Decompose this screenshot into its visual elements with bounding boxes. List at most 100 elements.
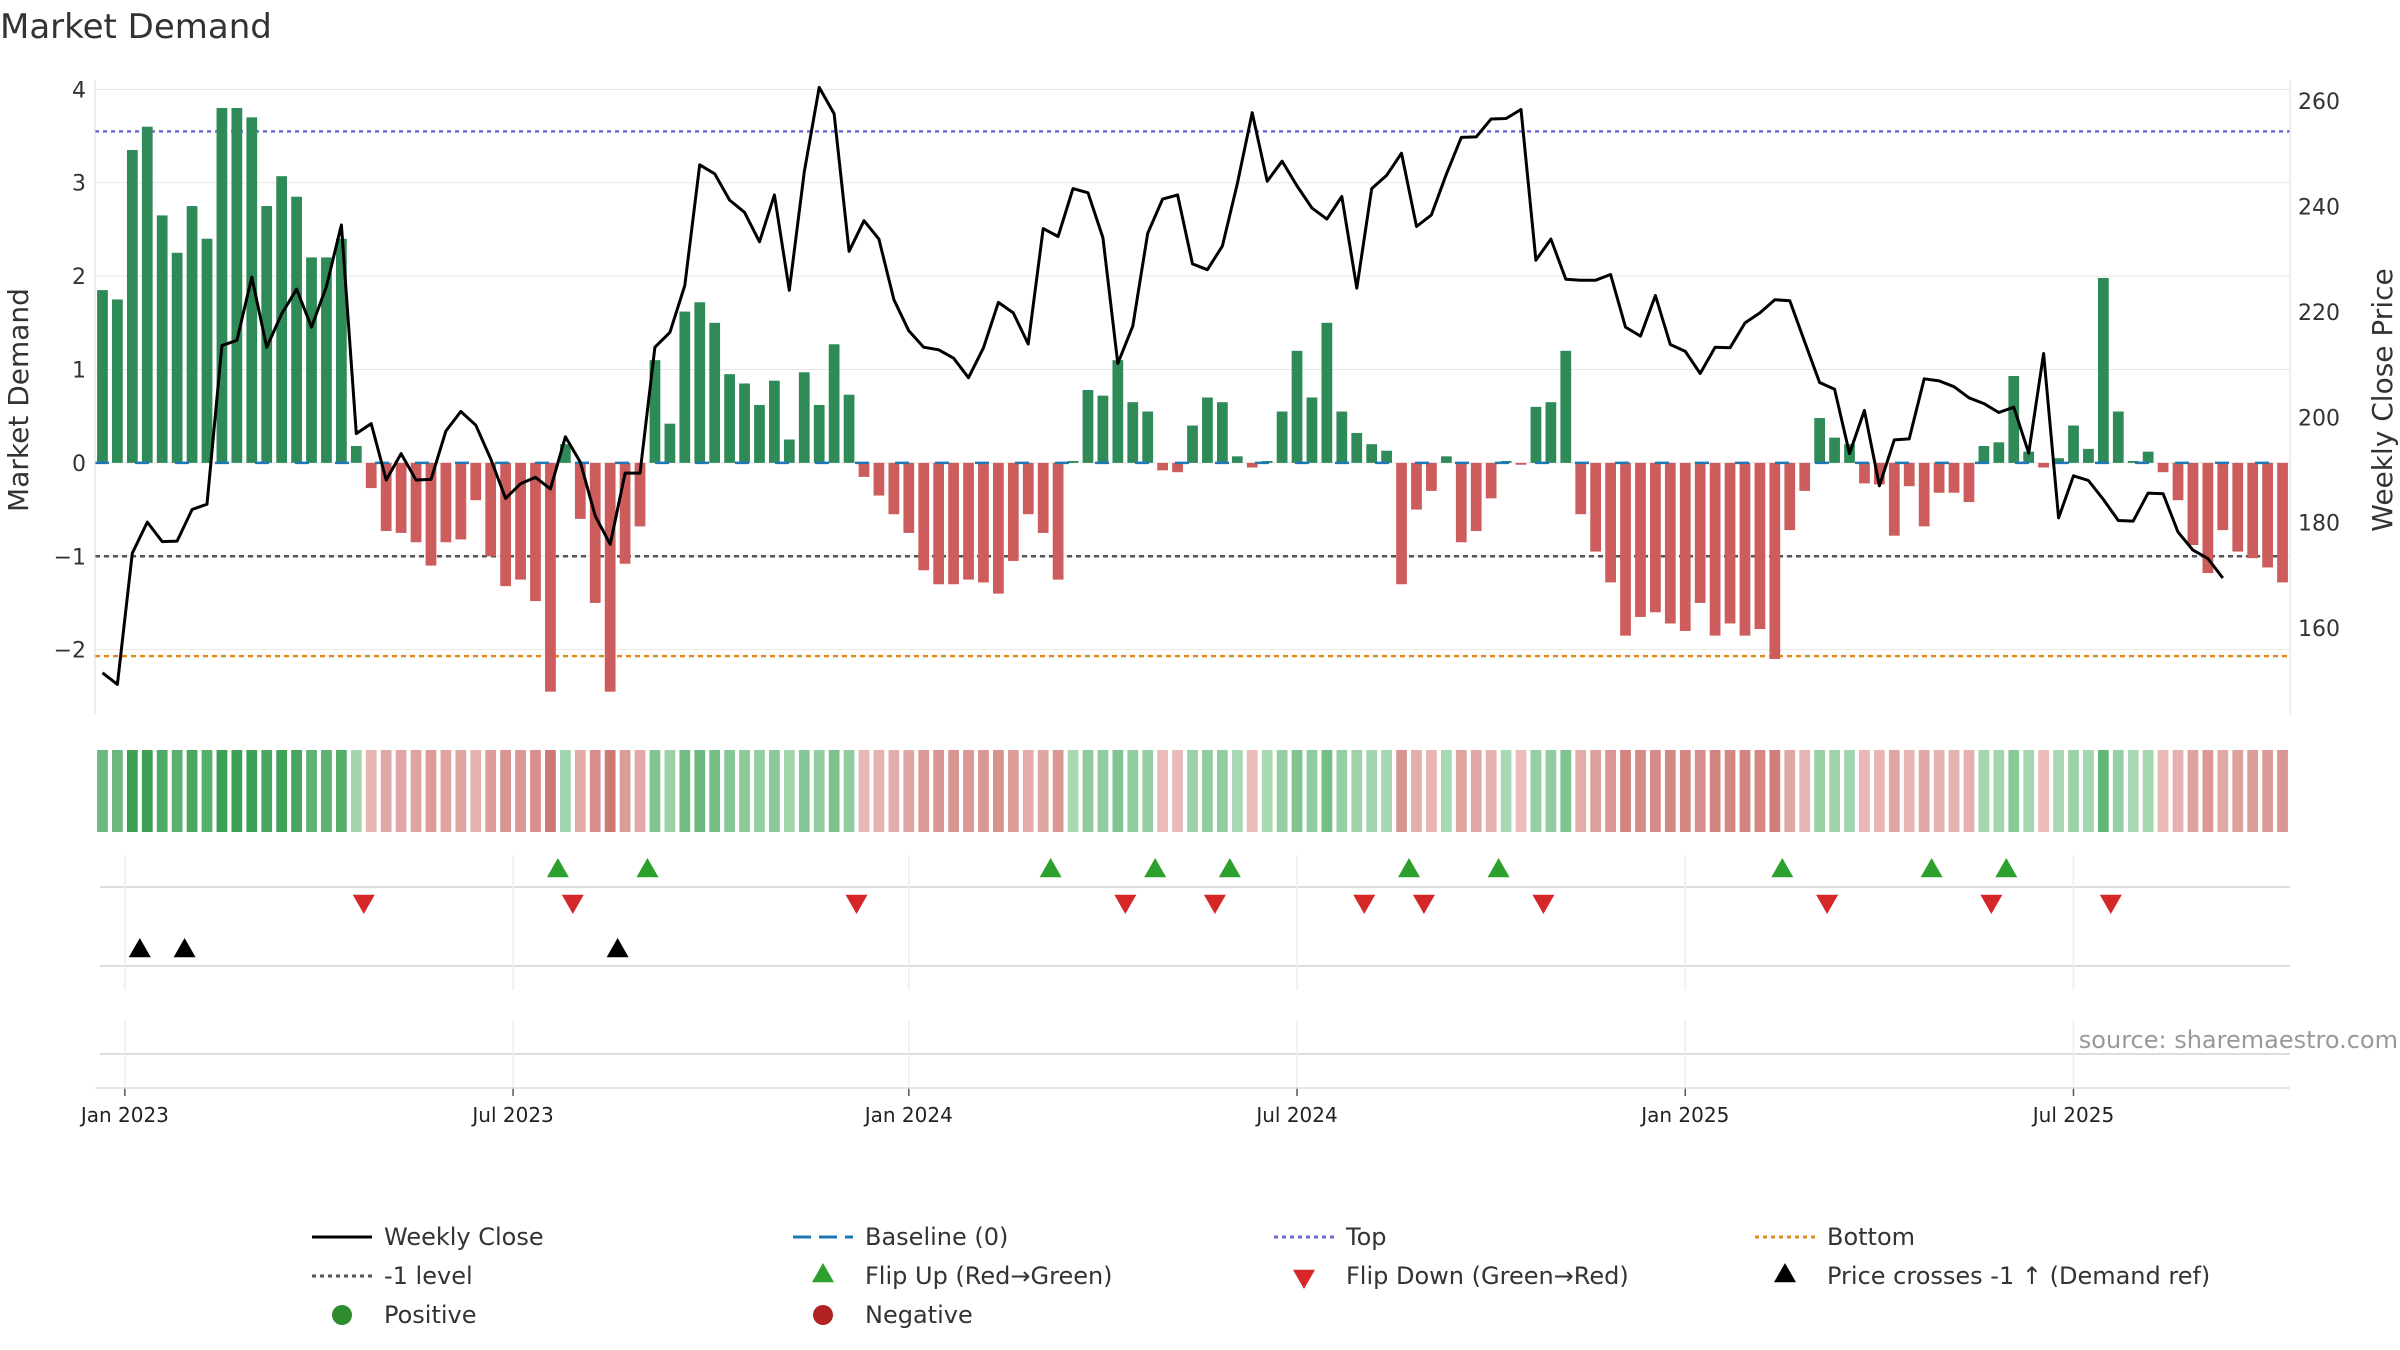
heat-cell <box>216 750 228 832</box>
heat-cell <box>321 750 332 832</box>
heat-cell <box>1829 750 1840 832</box>
heat-cell <box>963 750 974 832</box>
heat-cell <box>1291 750 1303 832</box>
flip-up-marker <box>1398 858 1421 878</box>
flip-up-marker <box>1218 858 1241 878</box>
demand-bar <box>1859 462 1870 484</box>
demand-bar <box>1590 462 1602 552</box>
demand-bar <box>769 380 780 463</box>
heat-cell <box>1709 750 1721 832</box>
heat-cell <box>231 750 243 832</box>
legend-item-bottom: Bottom <box>1755 1223 1915 1251</box>
heat-cell <box>604 750 616 832</box>
demand-bar <box>813 404 825 463</box>
heat-cell <box>350 750 362 832</box>
flip-down-marker <box>1532 894 1555 914</box>
heat-cell <box>276 750 288 832</box>
demand-bar <box>485 462 497 557</box>
demand-bar <box>500 462 512 587</box>
heat-cell <box>2038 750 2049 832</box>
heat-cell <box>2202 750 2214 832</box>
heat-cell <box>1605 750 1616 832</box>
demand-bar <box>1351 432 1363 463</box>
heat-cell <box>1052 750 1064 832</box>
heat-cell <box>485 750 497 832</box>
demand-bar <box>1306 397 1318 463</box>
demand-bar <box>1097 395 1109 463</box>
heat-cell <box>1261 750 1273 832</box>
legend-label: Bottom <box>1827 1223 1915 1251</box>
weekly-close-series <box>101 85 2224 686</box>
heat-cell <box>1216 750 1228 832</box>
demand-bar <box>2157 462 2169 473</box>
demand-bars <box>97 108 2288 692</box>
demand-bar <box>963 462 974 580</box>
right-axis: 160 180 200 220 240 260 <box>2289 80 2340 715</box>
heat-cell <box>1470 750 1482 832</box>
demand-bar <box>1515 462 1527 465</box>
flip-down-marker <box>1412 894 1435 914</box>
demand-bar <box>858 462 870 477</box>
heat-cell <box>1679 750 1691 832</box>
legend-item-flip_down: Flip Down (Green→Red) <box>1293 1262 1629 1290</box>
demand-bar <box>1202 397 1213 463</box>
demand-bar <box>1560 350 1572 463</box>
demand-bar <box>1187 425 1198 463</box>
heat-cell <box>873 750 885 832</box>
heat-cell <box>739 750 750 832</box>
demand-bar <box>709 322 721 463</box>
heat-cell <box>903 750 915 832</box>
heat-cell <box>1381 750 1392 832</box>
heat-cell <box>1142 750 1154 832</box>
heat-cell <box>1739 750 1751 832</box>
demand-bar <box>1336 411 1348 463</box>
heat-cell <box>2247 750 2259 832</box>
demand-bar <box>1978 446 1990 463</box>
heat-cell <box>1022 750 1034 832</box>
demand-bar <box>1426 462 1437 491</box>
heat-cell <box>261 750 273 832</box>
demand-bar <box>2247 462 2259 559</box>
legend-item-flip_up: Flip Up (Red→Green) <box>812 1262 1113 1290</box>
demand-bar <box>2008 376 2020 463</box>
demand-bar <box>724 374 735 463</box>
demand-bar <box>649 360 661 463</box>
heat-cell <box>1993 750 2005 832</box>
demand-bar <box>470 462 482 501</box>
left-tick-label: 2 <box>72 265 86 290</box>
left-tick-label: 0 <box>72 452 86 477</box>
price-cross-marker <box>128 938 151 958</box>
demand-bar <box>1933 462 1945 493</box>
demand-bar <box>2053 458 2064 463</box>
heat-cell <box>2172 750 2184 832</box>
demand-bar <box>2262 462 2273 568</box>
demand-bar <box>126 150 138 463</box>
heat-cell <box>1664 750 1676 832</box>
demand-bar <box>1366 444 1378 463</box>
demand-bar <box>2068 425 2079 463</box>
demand-bar <box>1455 462 1467 543</box>
heat-cell <box>2008 750 2020 832</box>
left-axis: −2 −1 0 1 2 3 4 <box>54 78 96 715</box>
heat-cell <box>1172 750 1183 832</box>
weekly-close-line <box>101 85 2224 686</box>
demand-bar <box>2172 462 2184 501</box>
legend-item-close: Weekly Close <box>312 1223 544 1251</box>
legend-label: Flip Up (Red→Green) <box>865 1262 1113 1290</box>
heat-cell <box>1306 750 1318 832</box>
heat-cell <box>2083 750 2094 832</box>
heat-cell <box>2023 750 2035 832</box>
demand-bar <box>2187 462 2199 546</box>
flip-up-marker <box>636 858 659 878</box>
heat-cell <box>186 750 198 832</box>
demand-bar <box>604 462 616 692</box>
heat-cell <box>798 750 810 832</box>
heat-cell <box>1724 750 1736 832</box>
heat-cell <box>2262 750 2273 832</box>
demand-bar <box>1530 406 1542 463</box>
chart-title: Market Demand <box>0 7 272 47</box>
price-cross-marker <box>606 938 629 958</box>
demand-bar <box>2232 462 2244 552</box>
demand-bar <box>530 462 541 602</box>
demand-bar <box>1739 462 1751 636</box>
